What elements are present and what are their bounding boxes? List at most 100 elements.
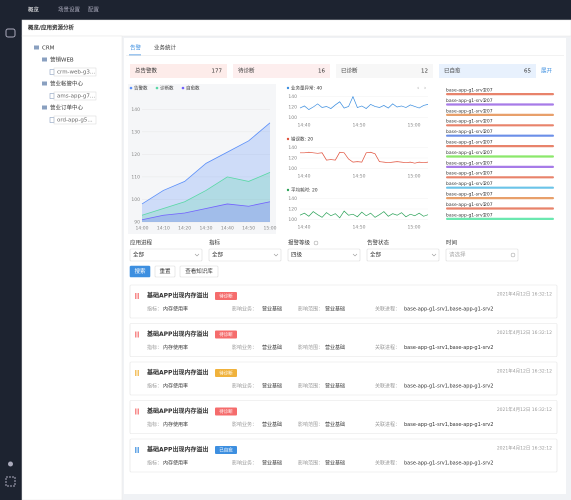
area (142, 201, 270, 222)
area (142, 172, 270, 222)
legend-label: 诊断数 (160, 85, 174, 92)
select-box[interactable] (208, 248, 282, 262)
tree-item[interactable]: CRM (42, 46, 55, 52)
alert-time: 2021年4月12日 16:32:12 (497, 445, 552, 452)
x-tick-label: 14:40 (298, 225, 311, 231)
filter-label: 指标 (209, 239, 221, 247)
info-icon (313, 240, 319, 246)
field-value: 营业基础 (325, 306, 345, 313)
chart-title: 错误数: 20 (291, 136, 313, 143)
y-tick-label: 100 (131, 197, 140, 203)
apps-icon[interactable] (5, 476, 16, 487)
line (141, 122, 271, 205)
item-bar (446, 186, 554, 189)
legend-label: 自愈数 (186, 85, 200, 92)
field-label: 影响业务： (232, 383, 257, 390)
x-tick-label: 15:00 (408, 123, 421, 129)
nav-item[interactable]: 场景设置 (58, 6, 81, 14)
alert-icon (138, 408, 139, 415)
node-box (53, 67, 97, 77)
select-box[interactable] (366, 248, 440, 262)
field-label: 指标： (147, 460, 162, 467)
item-bar (446, 124, 554, 127)
button[interactable] (154, 265, 176, 278)
button[interactable] (129, 265, 151, 278)
nav-item[interactable]: 概览 (28, 6, 40, 14)
alert-icon (138, 331, 139, 338)
folder-icon (42, 57, 47, 62)
tree-item[interactable]: 营业帐管中心 (50, 80, 84, 88)
field-label: 影响业务： (232, 421, 257, 428)
item-name: base-app-g1-srv1 (446, 181, 486, 187)
item-name: base-app-g1-srv1 (446, 98, 486, 104)
alert-title: 基础APP出现内存溢出 (146, 446, 208, 454)
button[interactable] (179, 265, 219, 278)
alert-card[interactable] (129, 361, 558, 396)
tree-item[interactable]: crm-web-g3... (57, 70, 95, 76)
rail-icon[interactable] (5, 28, 16, 38)
alert-time: 2021年4月12日 16:32:12 (497, 329, 552, 336)
line (300, 151, 429, 164)
user-icon[interactable] (8, 461, 13, 467)
title-dot (286, 137, 290, 141)
select-box[interactable] (445, 248, 519, 262)
item-bar (446, 93, 554, 96)
next-arrow[interactable]: › (424, 86, 426, 92)
x-tick-label: 14:50 (242, 226, 255, 232)
button-label[interactable]: 搜索 (134, 267, 146, 275)
field-value: base-app-g1-srv1,base-app-g1-srv2 (404, 345, 493, 351)
select-box[interactable] (287, 248, 361, 262)
node-box (53, 91, 97, 101)
folder-icon (34, 45, 39, 50)
alert-icon (136, 447, 138, 453)
item-value: 207 (484, 202, 493, 208)
alert-card[interactable] (129, 438, 558, 473)
status-tag (215, 330, 237, 339)
field-value: 营业基础 (325, 383, 345, 390)
select-box[interactable] (129, 248, 203, 262)
tree-item[interactable]: 营业订单中心 (50, 104, 84, 112)
alert-card[interactable] (129, 284, 558, 319)
tab[interactable]: 告警 (130, 44, 142, 52)
field-value: 内存使用率 (163, 421, 188, 428)
item-value: 207 (484, 129, 493, 135)
stat-value: 12 (421, 69, 428, 75)
select-value: 全部 (133, 251, 145, 259)
tab[interactable]: 业务统计 (154, 44, 177, 52)
item-name: base-app-g1-srv1 (446, 119, 486, 125)
item-value: 207 (484, 212, 493, 218)
field-label: 影响范围： (298, 383, 323, 390)
button-label[interactable]: 查看知识库 (185, 267, 213, 275)
stat-value: 177 (212, 69, 223, 75)
tree-item[interactable]: ams-app-g7... (57, 94, 95, 100)
legend-dot (181, 86, 185, 90)
alert-title: 基础APP出现内存溢出 (146, 292, 208, 300)
alert-card[interactable] (129, 400, 558, 434)
nav-item[interactable]: 配置 (88, 7, 100, 14)
stat-card (130, 64, 227, 78)
y-tick-label: 100 (288, 115, 297, 121)
prev-arrow[interactable]: ‹ (417, 86, 419, 92)
field-label: 影响业务： (232, 344, 257, 351)
status-tag (215, 369, 237, 377)
y-tick-label: 120 (288, 207, 297, 213)
stat-label: 待诊断 (238, 67, 255, 75)
item-value: 207 (484, 192, 493, 198)
field-value: 内存使用率 (163, 344, 188, 351)
field-value: base-app-g1-srv1,base-app-g1-srv2 (404, 422, 493, 428)
stat-label: 已自愈 (444, 67, 461, 75)
alert-card[interactable] (129, 323, 558, 357)
item-bar (446, 217, 554, 220)
expand-link[interactable]: 展开 (541, 68, 553, 75)
y-tick-label: 120 (288, 105, 297, 111)
tree-item[interactable]: 营销WEB (50, 56, 74, 64)
left-rail (0, 20, 22, 500)
field-value: 营业基础 (262, 306, 282, 313)
x-tick-label: 14:30 (200, 226, 213, 232)
line (141, 172, 271, 216)
alert-icon (136, 293, 138, 299)
field-label: 指标： (147, 344, 162, 351)
button-label[interactable]: 重置 (159, 267, 171, 275)
tree-item[interactable]: ord-app-g5... (57, 118, 93, 124)
item-value: 207 (484, 160, 493, 166)
